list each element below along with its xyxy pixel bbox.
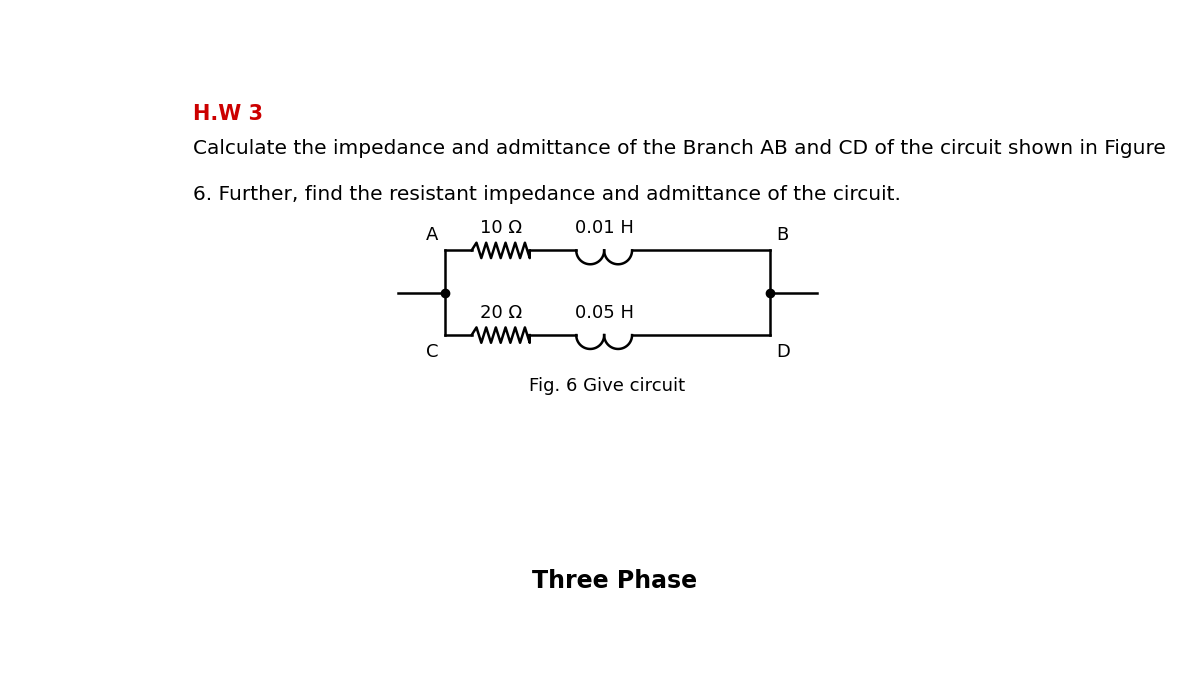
Text: D: D [776, 343, 790, 361]
Text: 6. Further, find the resistant impedance and admittance of the circuit.: 6. Further, find the resistant impedance… [193, 185, 900, 204]
Text: 0.05 H: 0.05 H [575, 304, 634, 322]
Text: C: C [426, 343, 438, 361]
Text: H.W 3: H.W 3 [193, 104, 263, 124]
Text: 0.01 H: 0.01 H [575, 219, 634, 238]
Text: Three Phase: Three Phase [533, 569, 697, 593]
Text: B: B [776, 226, 788, 244]
Text: 20 Ω: 20 Ω [480, 304, 522, 322]
Text: 10 Ω: 10 Ω [480, 219, 522, 238]
Text: A: A [426, 226, 438, 244]
Text: Fig. 6 Give circuit: Fig. 6 Give circuit [529, 377, 685, 396]
Text: Calculate the impedance and admittance of the Branch AB and CD of the circuit sh: Calculate the impedance and admittance o… [193, 139, 1165, 158]
